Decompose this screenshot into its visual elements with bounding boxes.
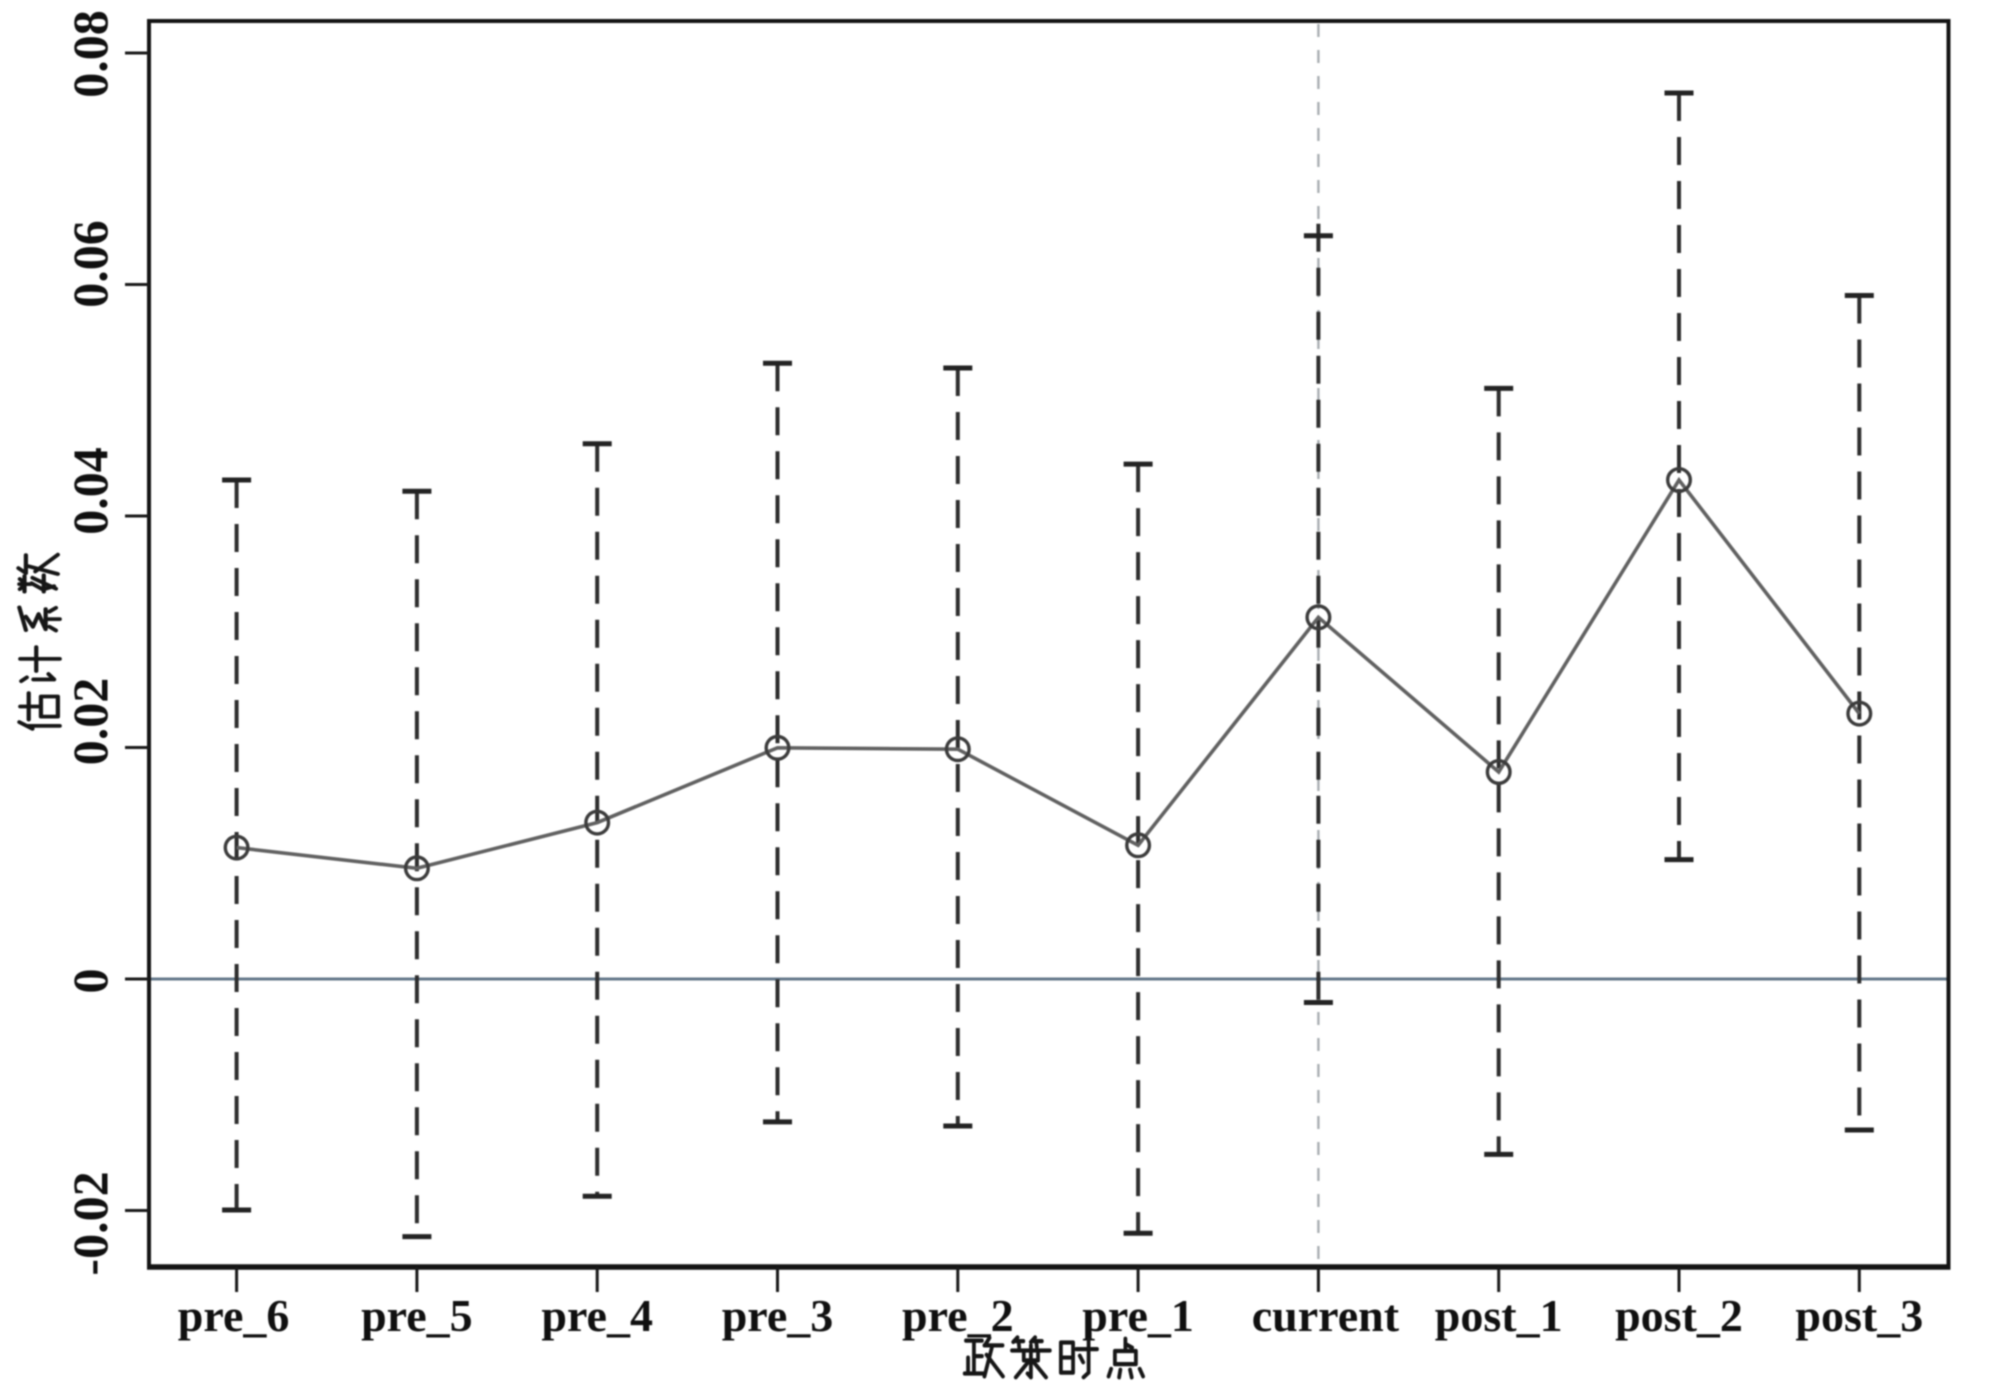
svg-text:0.08: 0.08 xyxy=(62,10,118,98)
svg-text:0.04: 0.04 xyxy=(62,447,118,535)
svg-text:post_3: post_3 xyxy=(1795,1290,1923,1341)
svg-text:0.06: 0.06 xyxy=(62,220,118,308)
svg-text:-0.02: -0.02 xyxy=(62,1171,118,1275)
svg-text:pre_5: pre_5 xyxy=(361,1290,473,1341)
svg-text:post_2: post_2 xyxy=(1615,1290,1743,1341)
svg-text:pre_6: pre_6 xyxy=(178,1290,290,1341)
svg-text:pre_3: pre_3 xyxy=(722,1290,834,1341)
svg-text:0: 0 xyxy=(62,969,118,994)
svg-text:post_1: post_1 xyxy=(1435,1290,1563,1341)
svg-text:pre_1: pre_1 xyxy=(1082,1290,1194,1341)
svg-text:0.02: 0.02 xyxy=(62,678,118,766)
svg-text:pre_4: pre_4 xyxy=(541,1290,653,1341)
svg-text:pre_2: pre_2 xyxy=(902,1290,1014,1341)
svg-text:current: current xyxy=(1252,1290,1400,1341)
